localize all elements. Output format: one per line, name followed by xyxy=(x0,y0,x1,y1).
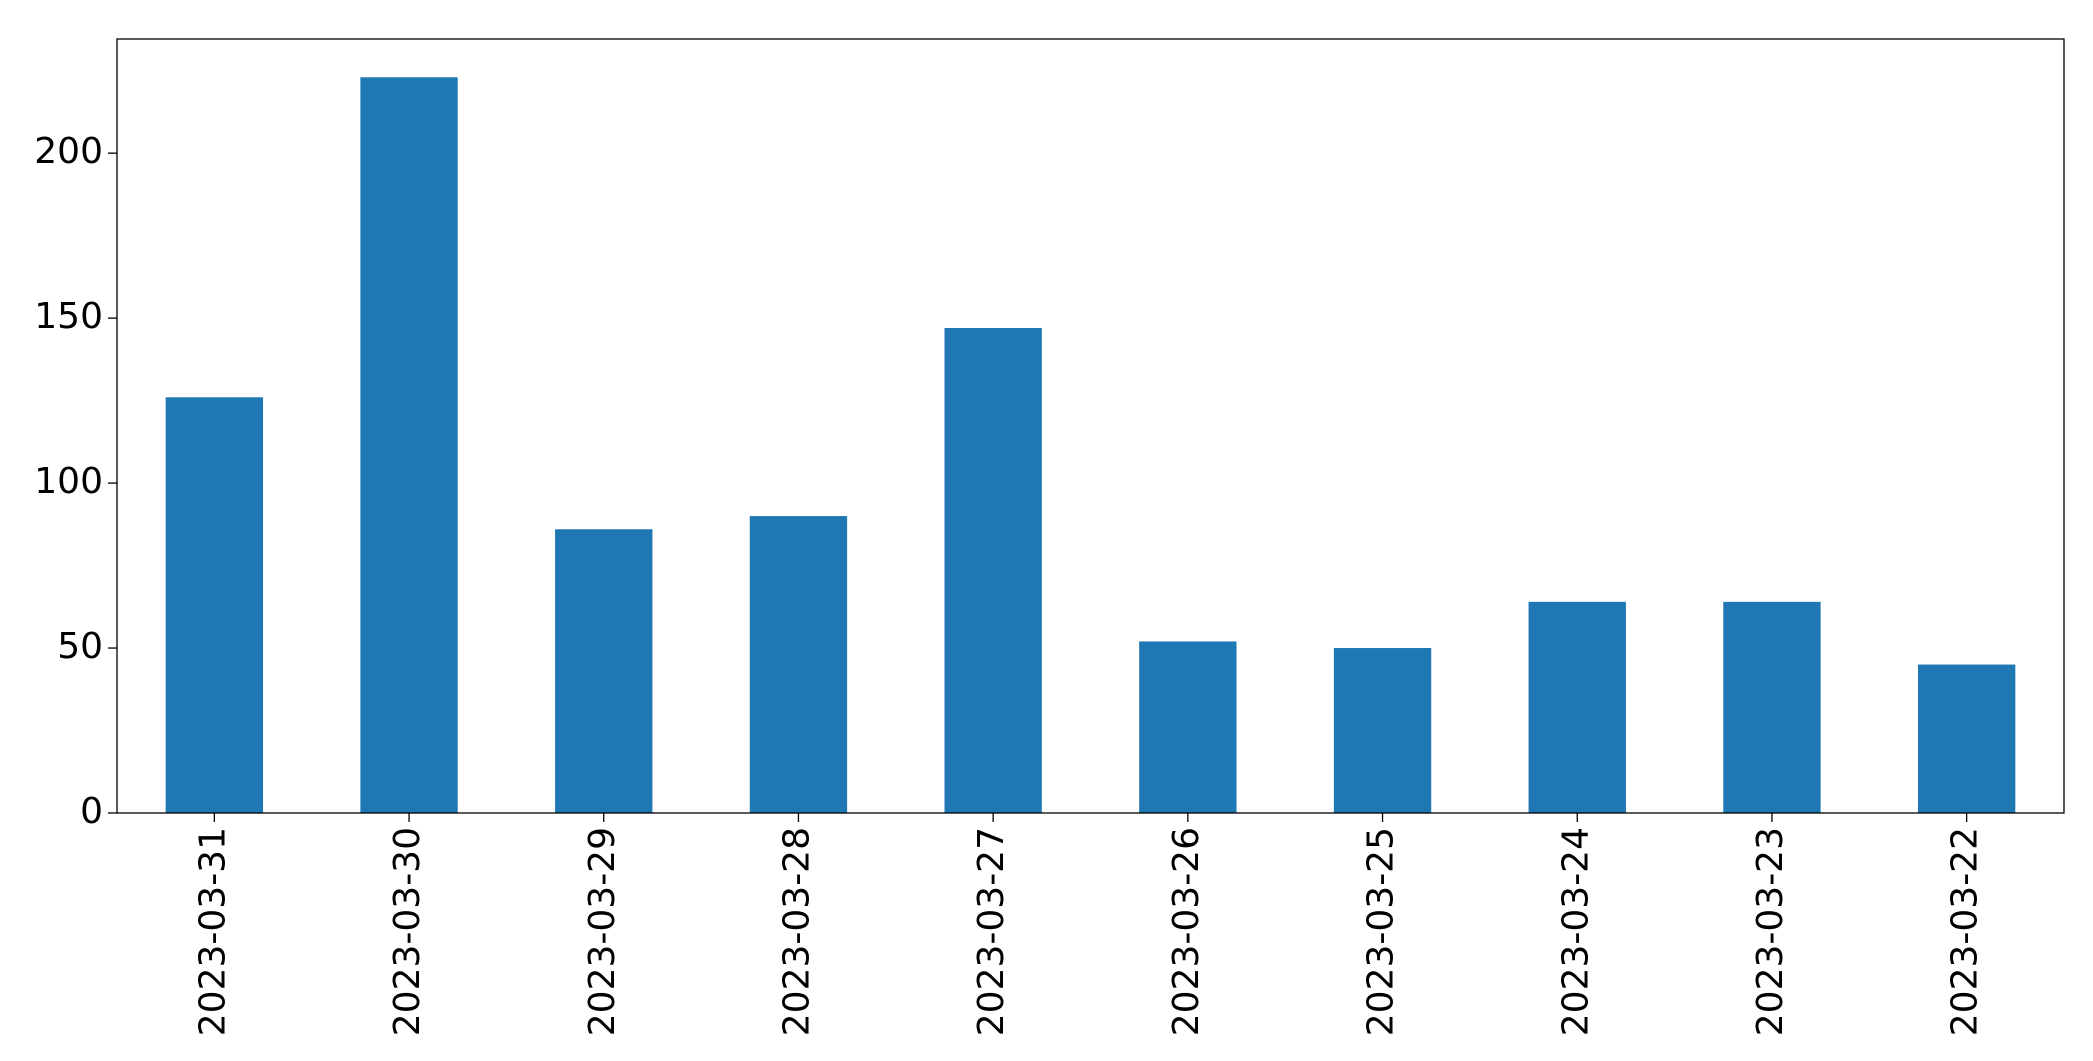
x-tick-label: 2023-03-24 xyxy=(1555,827,1596,1036)
x-tick-label: 2023-03-23 xyxy=(1750,827,1791,1036)
y-tick-label: 150 xyxy=(34,296,103,337)
bar xyxy=(1528,601,1626,813)
bar xyxy=(360,77,458,813)
y-tick-label: 0 xyxy=(80,791,103,832)
bar xyxy=(1333,648,1432,813)
y-tick-label: 200 xyxy=(34,131,103,172)
x-tick-label: 2023-03-30 xyxy=(387,827,428,1036)
bar xyxy=(555,529,653,813)
bar xyxy=(165,397,264,813)
bar xyxy=(944,328,1042,813)
x-tick-label: 2023-03-22 xyxy=(1945,827,1986,1036)
y-tick-label: 100 xyxy=(34,461,103,502)
x-tick-label: 2023-03-26 xyxy=(1166,827,1207,1036)
y-tick-label: 50 xyxy=(57,626,103,667)
bar xyxy=(1139,641,1237,813)
bar xyxy=(1917,664,2016,813)
x-tick-label: 2023-03-31 xyxy=(192,827,233,1036)
x-tick-label: 2023-03-29 xyxy=(582,827,623,1036)
x-tick-label: 2023-03-27 xyxy=(971,827,1012,1036)
bar xyxy=(1723,601,1821,813)
bar xyxy=(749,516,848,813)
x-tick-label: 2023-03-25 xyxy=(1361,827,1402,1036)
plot-frame xyxy=(116,38,2065,814)
x-tick-label: 2023-03-28 xyxy=(776,827,817,1036)
